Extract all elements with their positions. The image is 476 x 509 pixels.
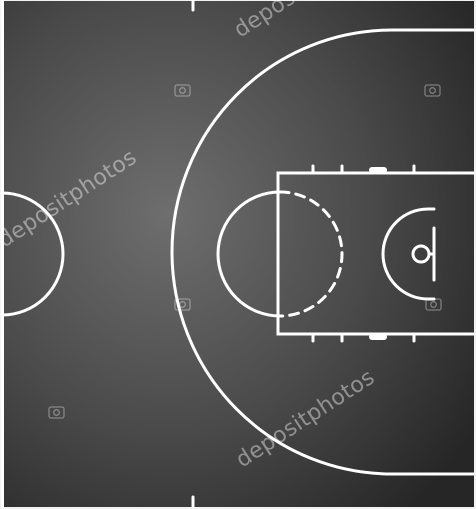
free-throw-circle-dashed [278, 190, 344, 318]
camera-icon [48, 406, 65, 419]
camera-icon [425, 298, 442, 311]
camera-icon [174, 298, 191, 311]
free-throw-circle-solid [216, 190, 282, 318]
camera-icon [424, 84, 441, 97]
camera-icon [174, 84, 191, 97]
center-circle-arc [0, 191, 65, 317]
three-point-line [170, 28, 476, 476]
restricted-area-arc [381, 207, 436, 301]
